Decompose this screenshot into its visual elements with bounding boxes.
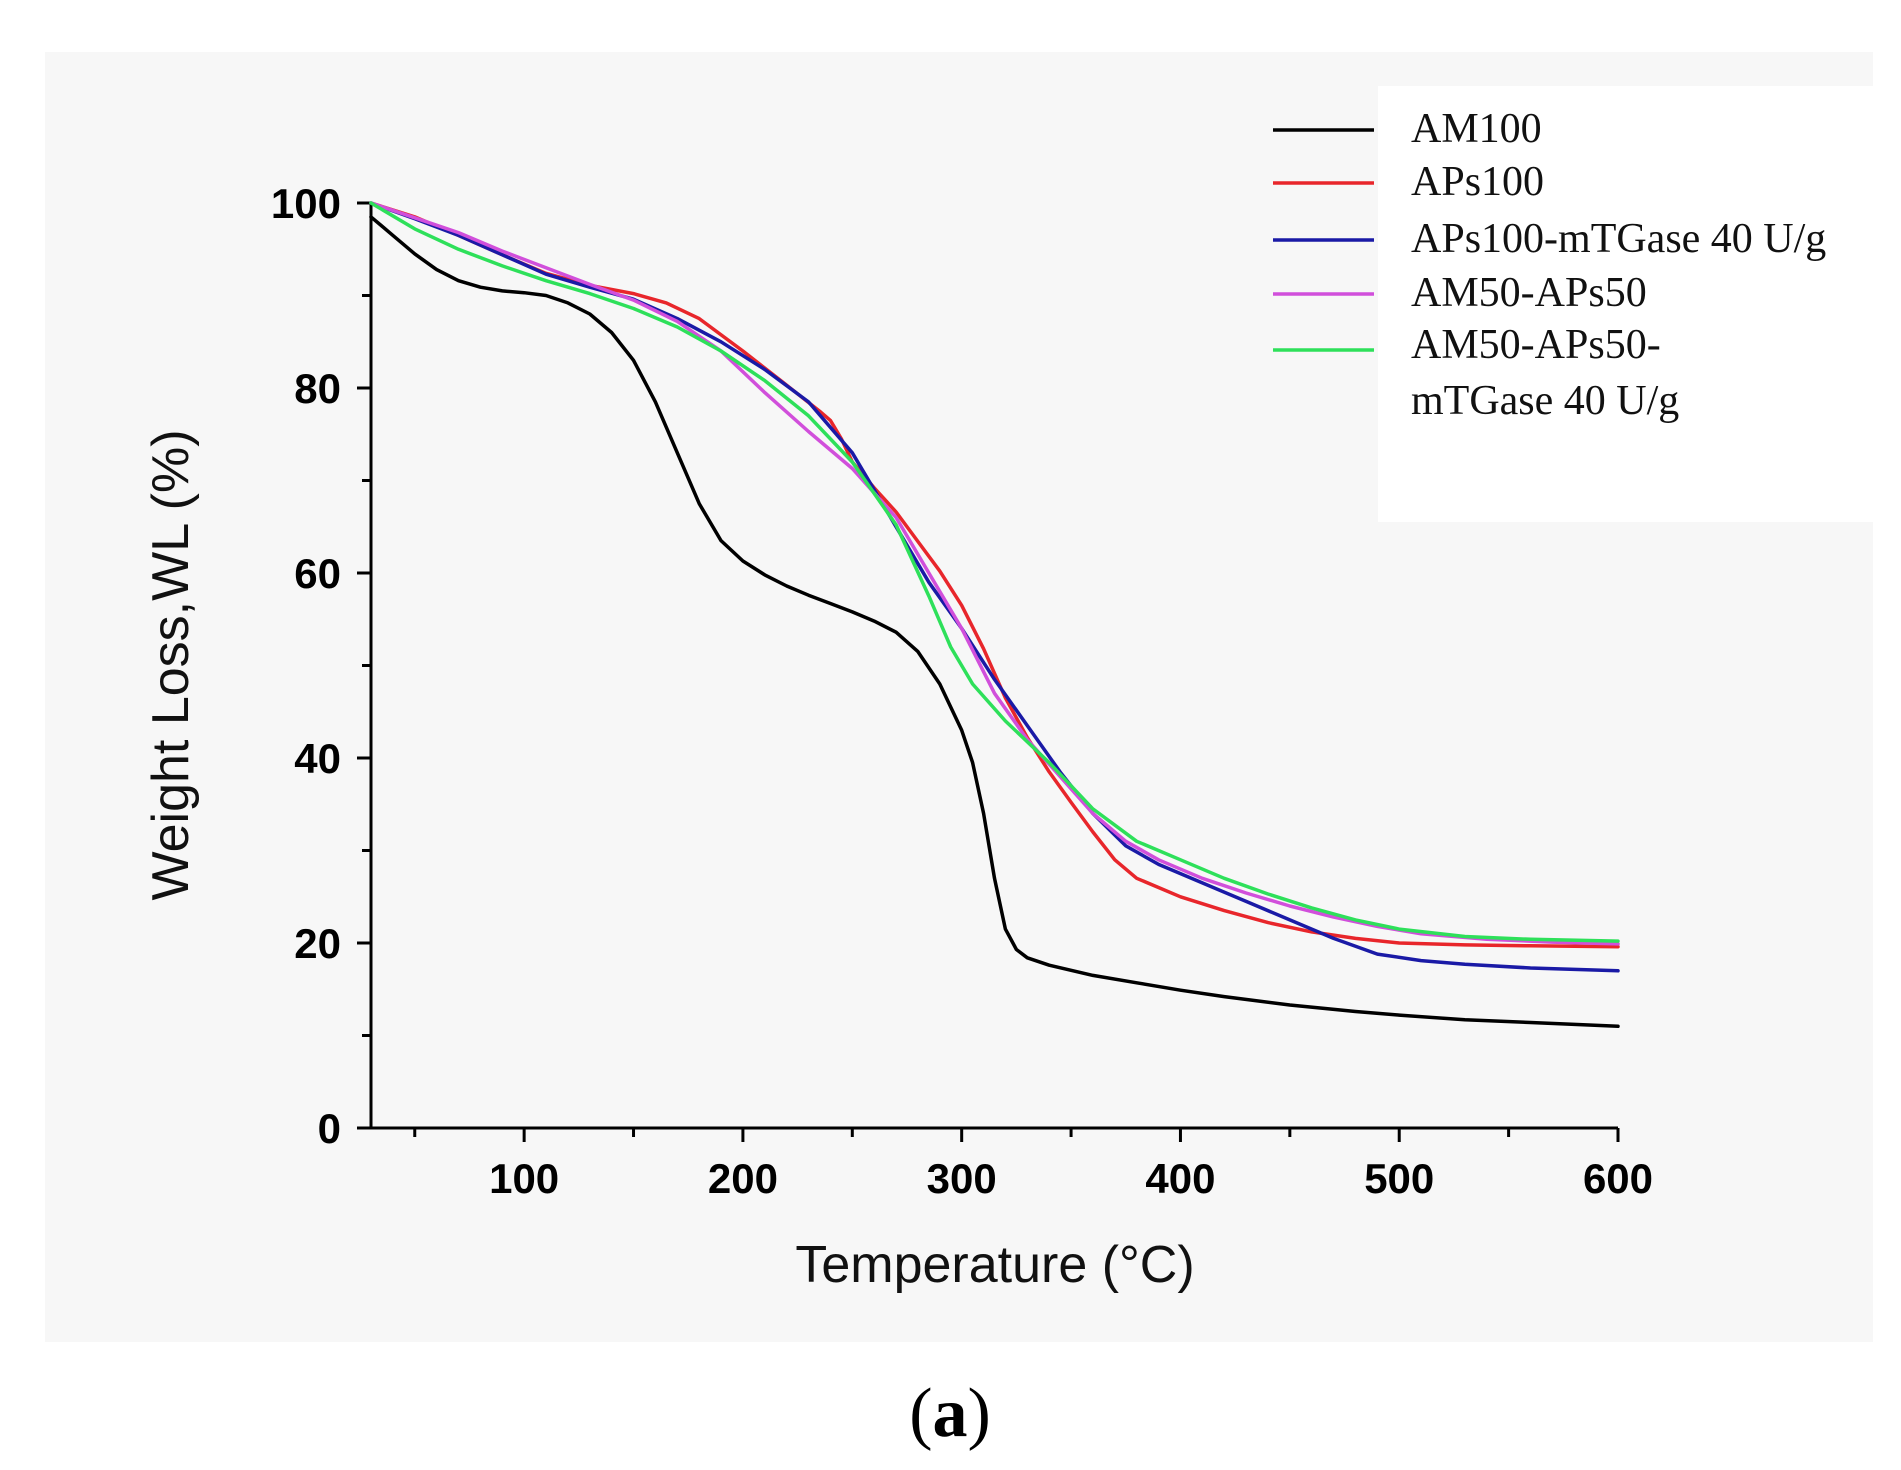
- caption-open-paren: (: [909, 1375, 932, 1452]
- x-ticks: 100 200 300 400 500 600: [413, 1128, 1653, 1202]
- legend-label-am100: AM100: [1411, 106, 1542, 152]
- x-tick-label-600: 600: [1583, 1155, 1653, 1202]
- x-tick-label-100: 100: [489, 1155, 559, 1202]
- x-tick-label-200: 200: [708, 1155, 778, 1202]
- caption-letter: a: [933, 1375, 968, 1452]
- legend-label-aps100: APs100: [1411, 159, 1544, 205]
- figure-caption: (a): [909, 1375, 991, 1452]
- legend-background: [1378, 86, 1873, 522]
- series-line-aps100-mtgase-40-u-g: [369, 201, 1620, 973]
- x-tick-label-300: 300: [927, 1155, 997, 1202]
- y-ticks: 0 20 40 60 80 100: [271, 180, 371, 1152]
- x-tick-label-400: 400: [1145, 1155, 1215, 1202]
- legend-label-am50-aps50-mtgase-line1: AM50-APs50-: [1411, 322, 1661, 368]
- y-tick-label-0: 0: [318, 1105, 341, 1152]
- y-axis-title: Weight Loss,WL (%): [142, 429, 200, 900]
- legend-label-aps100-mtgase: APs100-mTGase 40 U/g: [1411, 216, 1826, 262]
- y-tick-label-80: 80: [294, 365, 341, 412]
- series-line-am50-aps50-mtgase-40-u-g: [369, 201, 1620, 943]
- x-axis-title: Temperature (°C): [795, 1236, 1194, 1294]
- plot-area: 100 200 300 400 500 600 0 20 40 60 80 100: [271, 180, 1653, 1202]
- y-tick-label-100: 100: [271, 180, 341, 227]
- x-tick-label-500: 500: [1364, 1155, 1434, 1202]
- y-tick-label-20: 20: [294, 920, 341, 967]
- y-tick-label-60: 60: [294, 550, 341, 597]
- series-line-am50-aps50: [369, 201, 1620, 946]
- series-lines: [369, 201, 1620, 1029]
- y-tick-label-40: 40: [294, 735, 341, 782]
- legend-label-am50-aps50-mtgase-line2: mTGase 40 U/g: [1411, 378, 1679, 424]
- legend-label-am50-aps50: AM50-APs50: [1411, 270, 1647, 316]
- series-line-am100: [369, 215, 1620, 1029]
- series-line-aps100: [369, 201, 1620, 949]
- legend: AM100 APs100 APs100-mTGase 40 U/g AM50-A…: [1273, 106, 1826, 424]
- caption-close-paren: ): [968, 1375, 991, 1452]
